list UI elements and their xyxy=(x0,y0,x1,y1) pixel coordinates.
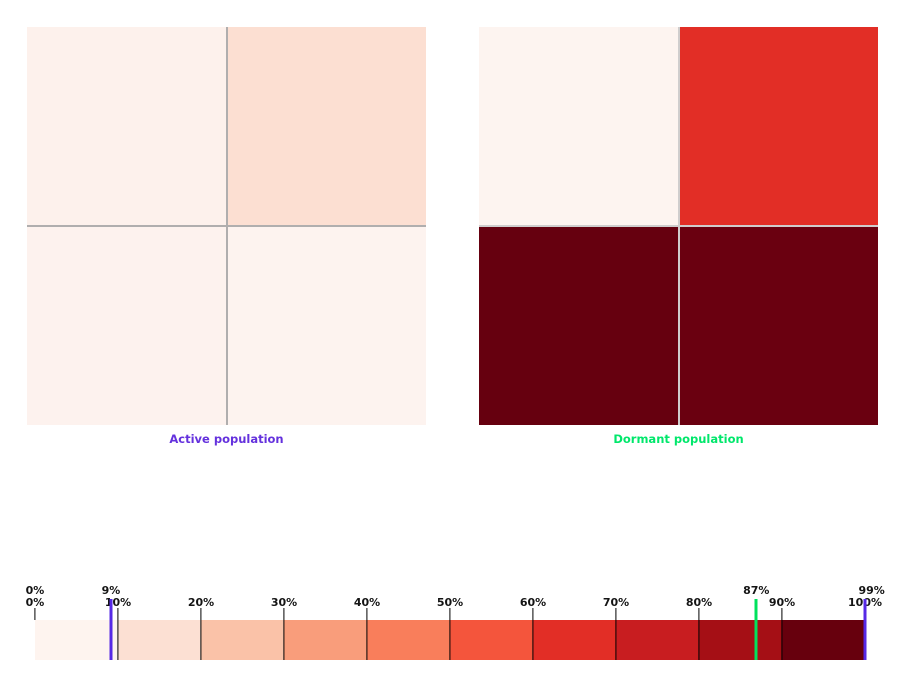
color-scale-legend: 0% 10% 20% 30% 40% 50% 60% 70% 80% 90% 1… xyxy=(26,584,885,663)
dormant-heatmap-grid xyxy=(479,27,878,425)
marker-label-9pct: 9% xyxy=(101,584,121,597)
tick-label-70: 70% xyxy=(602,596,630,609)
scale-segment-50-60 xyxy=(450,620,533,660)
tick-label-80: 80% xyxy=(685,596,713,609)
tick-label-50: 50% xyxy=(436,596,464,609)
tick-line-90 xyxy=(781,608,783,660)
tick-label-60: 60% xyxy=(519,596,547,609)
scale-segment-80-90 xyxy=(699,620,782,660)
active-heatmap-grid xyxy=(27,27,426,425)
tick-label-20: 20% xyxy=(187,596,215,609)
marker-label-99pct: 99% xyxy=(858,584,885,597)
scale-segment-30-40 xyxy=(284,620,367,660)
scale-segment-20-30 xyxy=(201,620,284,660)
scale-segment-0-10 xyxy=(35,620,118,660)
tick-line-30 xyxy=(283,608,285,660)
active-cell-bottom-left xyxy=(27,227,226,425)
scale-segment-10-20 xyxy=(118,620,201,660)
tick-label-90: 90% xyxy=(768,596,796,609)
active-panel-title: Active population xyxy=(169,432,284,446)
tick-line-50 xyxy=(449,608,451,660)
tick-label-0: 0% xyxy=(25,596,45,609)
dormant-cell-top-right xyxy=(679,27,878,225)
dormant-panel-title: Dormant population xyxy=(613,432,744,446)
marker-line-9pct xyxy=(109,599,113,660)
tick-line-20 xyxy=(200,608,202,660)
tick-line-60 xyxy=(532,608,534,660)
active-cell-top-right xyxy=(227,27,426,225)
tick-label-40: 40% xyxy=(353,596,381,609)
marker-line-87pct xyxy=(754,599,758,660)
tick-line-0 xyxy=(34,608,36,620)
tick-line-80 xyxy=(698,608,700,660)
scale-segment-60-70 xyxy=(533,620,616,660)
scale-segment-70-80 xyxy=(616,620,699,660)
tick-label-30: 30% xyxy=(270,596,298,609)
active-cell-top-left xyxy=(27,27,226,225)
dormant-cell-top-left xyxy=(479,27,678,225)
tick-line-40 xyxy=(366,608,368,660)
marker-label-0pct: 0% xyxy=(25,584,45,597)
active-cell-bottom-right xyxy=(227,227,426,425)
dormant-cell-bottom-right xyxy=(679,227,878,425)
scale-segment-40-50 xyxy=(367,620,450,660)
tick-line-70 xyxy=(615,608,617,660)
tick-line-10 xyxy=(117,608,119,660)
color-scale-bar xyxy=(35,620,865,660)
scale-segment-90-100 xyxy=(782,620,865,660)
marker-line-99pct xyxy=(863,599,867,660)
marker-label-87pct: 87% xyxy=(743,584,770,597)
dormant-cell-bottom-left xyxy=(479,227,678,425)
